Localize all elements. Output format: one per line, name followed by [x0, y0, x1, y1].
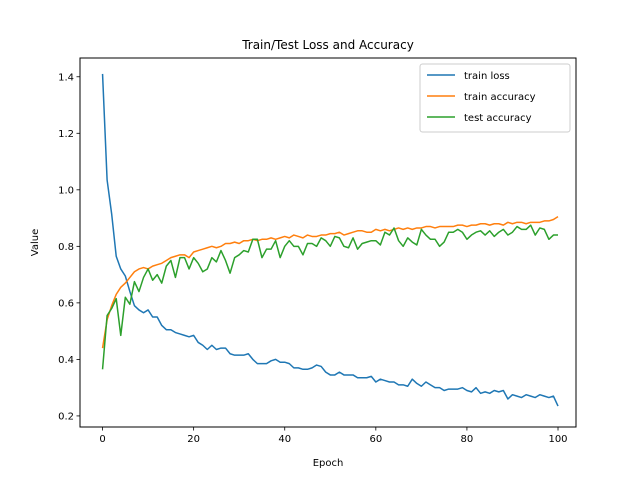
x-tick-label: 0	[99, 434, 105, 445]
legend: train loss train accuracy test accuracy	[419, 63, 571, 133]
plot-frame	[79, 57, 577, 428]
x-tick-label: 100	[548, 434, 567, 445]
series-line-train-accuracy	[101, 216, 559, 349]
y-axis: 0.2 0.4 0.6 0.8 1.0 1.2 1.4	[58, 72, 80, 422]
x-tick-label: 80	[461, 434, 474, 445]
y-tick-label: 0.6	[58, 298, 74, 309]
y-tick-label: 0.4	[58, 355, 74, 366]
legend-entry-label: train accuracy	[464, 92, 536, 103]
series-line-test-accuracy	[101, 224, 559, 370]
y-tick-label: 1.2	[58, 129, 74, 140]
x-axis: 0 20 40 60 80 100	[99, 427, 568, 445]
legend-entry-label: train loss	[464, 71, 510, 82]
chart-title: Train/Test Loss and Accuracy	[241, 38, 414, 52]
y-tick-label: 0.2	[58, 411, 74, 422]
x-tick-label: 60	[369, 434, 382, 445]
legend-box	[419, 63, 571, 133]
y-tick-label: 1.4	[58, 72, 74, 83]
series-line-train-loss	[101, 73, 559, 407]
series-group	[101, 73, 559, 407]
y-tick-label: 0.8	[58, 242, 74, 253]
y-tick-label: 1.0	[58, 185, 74, 196]
y-axis-label: Value	[30, 229, 41, 256]
x-tick-label: 40	[278, 434, 291, 445]
x-axis-label: Epoch	[313, 458, 344, 469]
legend-entry-label: test accuracy	[464, 113, 532, 124]
x-tick-label: 20	[187, 434, 200, 445]
